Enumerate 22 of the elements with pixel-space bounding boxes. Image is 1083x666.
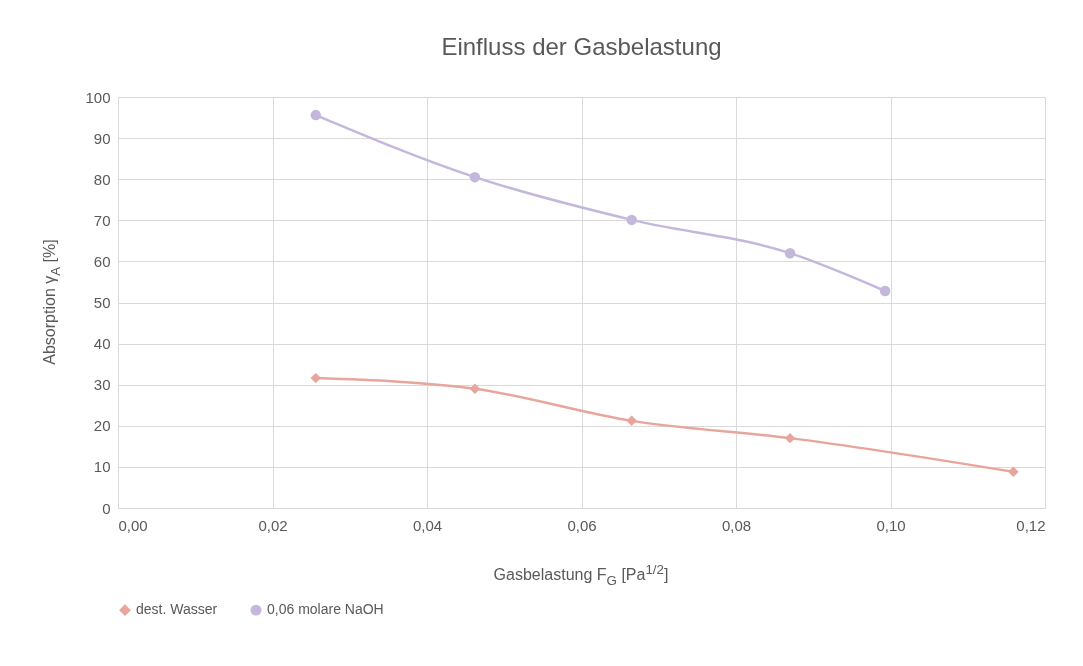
y-tick-label: 50: [93, 294, 111, 311]
y-tick-label: 10: [93, 458, 111, 476]
y-tick-label: 100: [85, 88, 111, 106]
y-tick-label: 30: [93, 376, 111, 394]
x-tick-label: 0,06: [567, 516, 597, 534]
x-tick-label: 0,10: [876, 516, 906, 534]
chart-title: Einfluss der Gasbelastung: [441, 33, 722, 60]
x-axis-title: Gasbelastung F$_{G}$ [Pa$^{1/2}$]: [493, 562, 669, 588]
x-tick-label: 0,12: [1016, 516, 1046, 534]
y-tick-label: 60: [93, 252, 111, 270]
y-tick-label: 0: [102, 499, 111, 517]
y-tick-label: 40: [93, 335, 111, 353]
y-tick-label: 80: [93, 170, 111, 188]
x-tick-label: 0,04: [412, 516, 443, 534]
legend-label: dest. Wasser: [136, 601, 218, 618]
y-tick-label: 20: [93, 417, 111, 435]
x-tick-label: 0,02: [258, 516, 288, 534]
legend-label: 0,06 molare NaOH: [267, 601, 384, 618]
x-tick-label: 0,08: [721, 516, 752, 534]
x-tick-label: 0,00: [118, 516, 148, 534]
y-tick-label: 90: [93, 129, 111, 147]
y-tick-label: 70: [93, 211, 111, 229]
